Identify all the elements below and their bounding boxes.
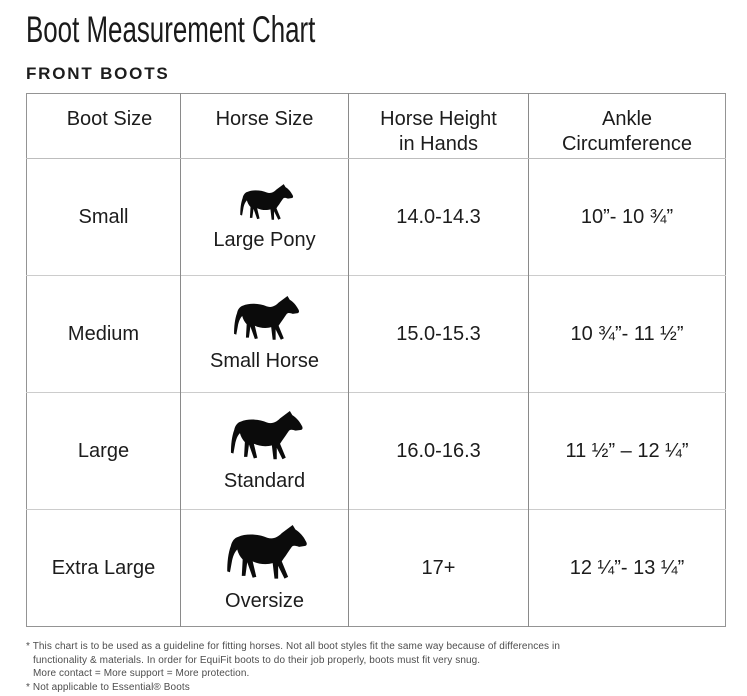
header-boot-size: Boot Size <box>26 93 181 159</box>
ankle-circumference-value: 10”- 10 ¾” <box>528 158 726 276</box>
ankle-circumference-value: 12 ¼”- 13 ¼” <box>528 509 726 627</box>
horse-height-value: 17+ <box>348 509 529 627</box>
horse-size-label: Oversize <box>225 589 304 612</box>
boot-size-value: Large <box>26 392 181 510</box>
header-horse-height: Horse Height in Hands <box>348 93 529 159</box>
horse-height-value: 14.0-14.3 <box>348 158 529 276</box>
horse-size-cell: Standard <box>180 392 349 510</box>
table-row-extra-large: Extra Large Oversize 17+ 12 ¼”- 13 ¼” <box>26 509 726 627</box>
page-title: Boot Measurement Chart <box>26 9 316 50</box>
footnote-line: * This chart is to be used as a guidelin… <box>26 641 560 652</box>
horse-icon <box>233 184 297 224</box>
horse-icon <box>221 411 308 465</box>
footnote-line: functionality & materials. In order for … <box>33 654 481 666</box>
footnote-line: * Not applicable to Essential® Boots <box>26 681 190 693</box>
boot-size-value: Medium <box>26 275 181 393</box>
horse-icon <box>225 296 304 345</box>
horse-size-label: Large Pony <box>213 228 316 251</box>
table-row-large: Large Standard 16.0-16.3 11 ½” – 12 ¼” <box>26 392 726 510</box>
horse-size-cell: Small Horse <box>180 275 349 393</box>
horse-size-label: Small Horse <box>210 350 319 372</box>
ankle-circumference-value: 11 ½” – 12 ¼” <box>528 392 726 510</box>
footnotes: * This chart is to be used as a guidelin… <box>26 640 725 694</box>
horse-size-cell: Large Pony <box>180 158 349 276</box>
horse-size-cell: Oversize <box>180 509 349 627</box>
header-row: Boot Size Horse Size Horse Height in Han… <box>26 93 726 159</box>
table-row-medium: Medium Small Horse 15.0-15.3 10 ¾”- 11 ½… <box>26 275 726 393</box>
horse-size-label: Standard <box>223 469 306 492</box>
boot-measurement-table: Boot Size Horse Size Horse Height in Han… <box>26 93 726 627</box>
header-horse-size: Horse Size <box>180 93 349 159</box>
ankle-circumference-value: 10 ¾”- 11 ½” <box>528 275 726 393</box>
table-row-small: Small Large Pony 14.0-14.3 10”- 10 ¾” <box>26 158 726 276</box>
horse-height-value: 15.0-15.3 <box>348 275 529 393</box>
boot-size-value: Extra Large <box>26 509 181 627</box>
horse-height-value: 16.0-16.3 <box>348 392 529 510</box>
section-title-front-boots: FRONT BOOTS <box>26 64 170 83</box>
boot-size-value: Small <box>26 158 181 276</box>
header-ankle-circumference: Ankle Circumference <box>528 93 726 159</box>
horse-icon <box>216 525 313 585</box>
footnote-line: More contact = More support = More prote… <box>33 668 250 679</box>
